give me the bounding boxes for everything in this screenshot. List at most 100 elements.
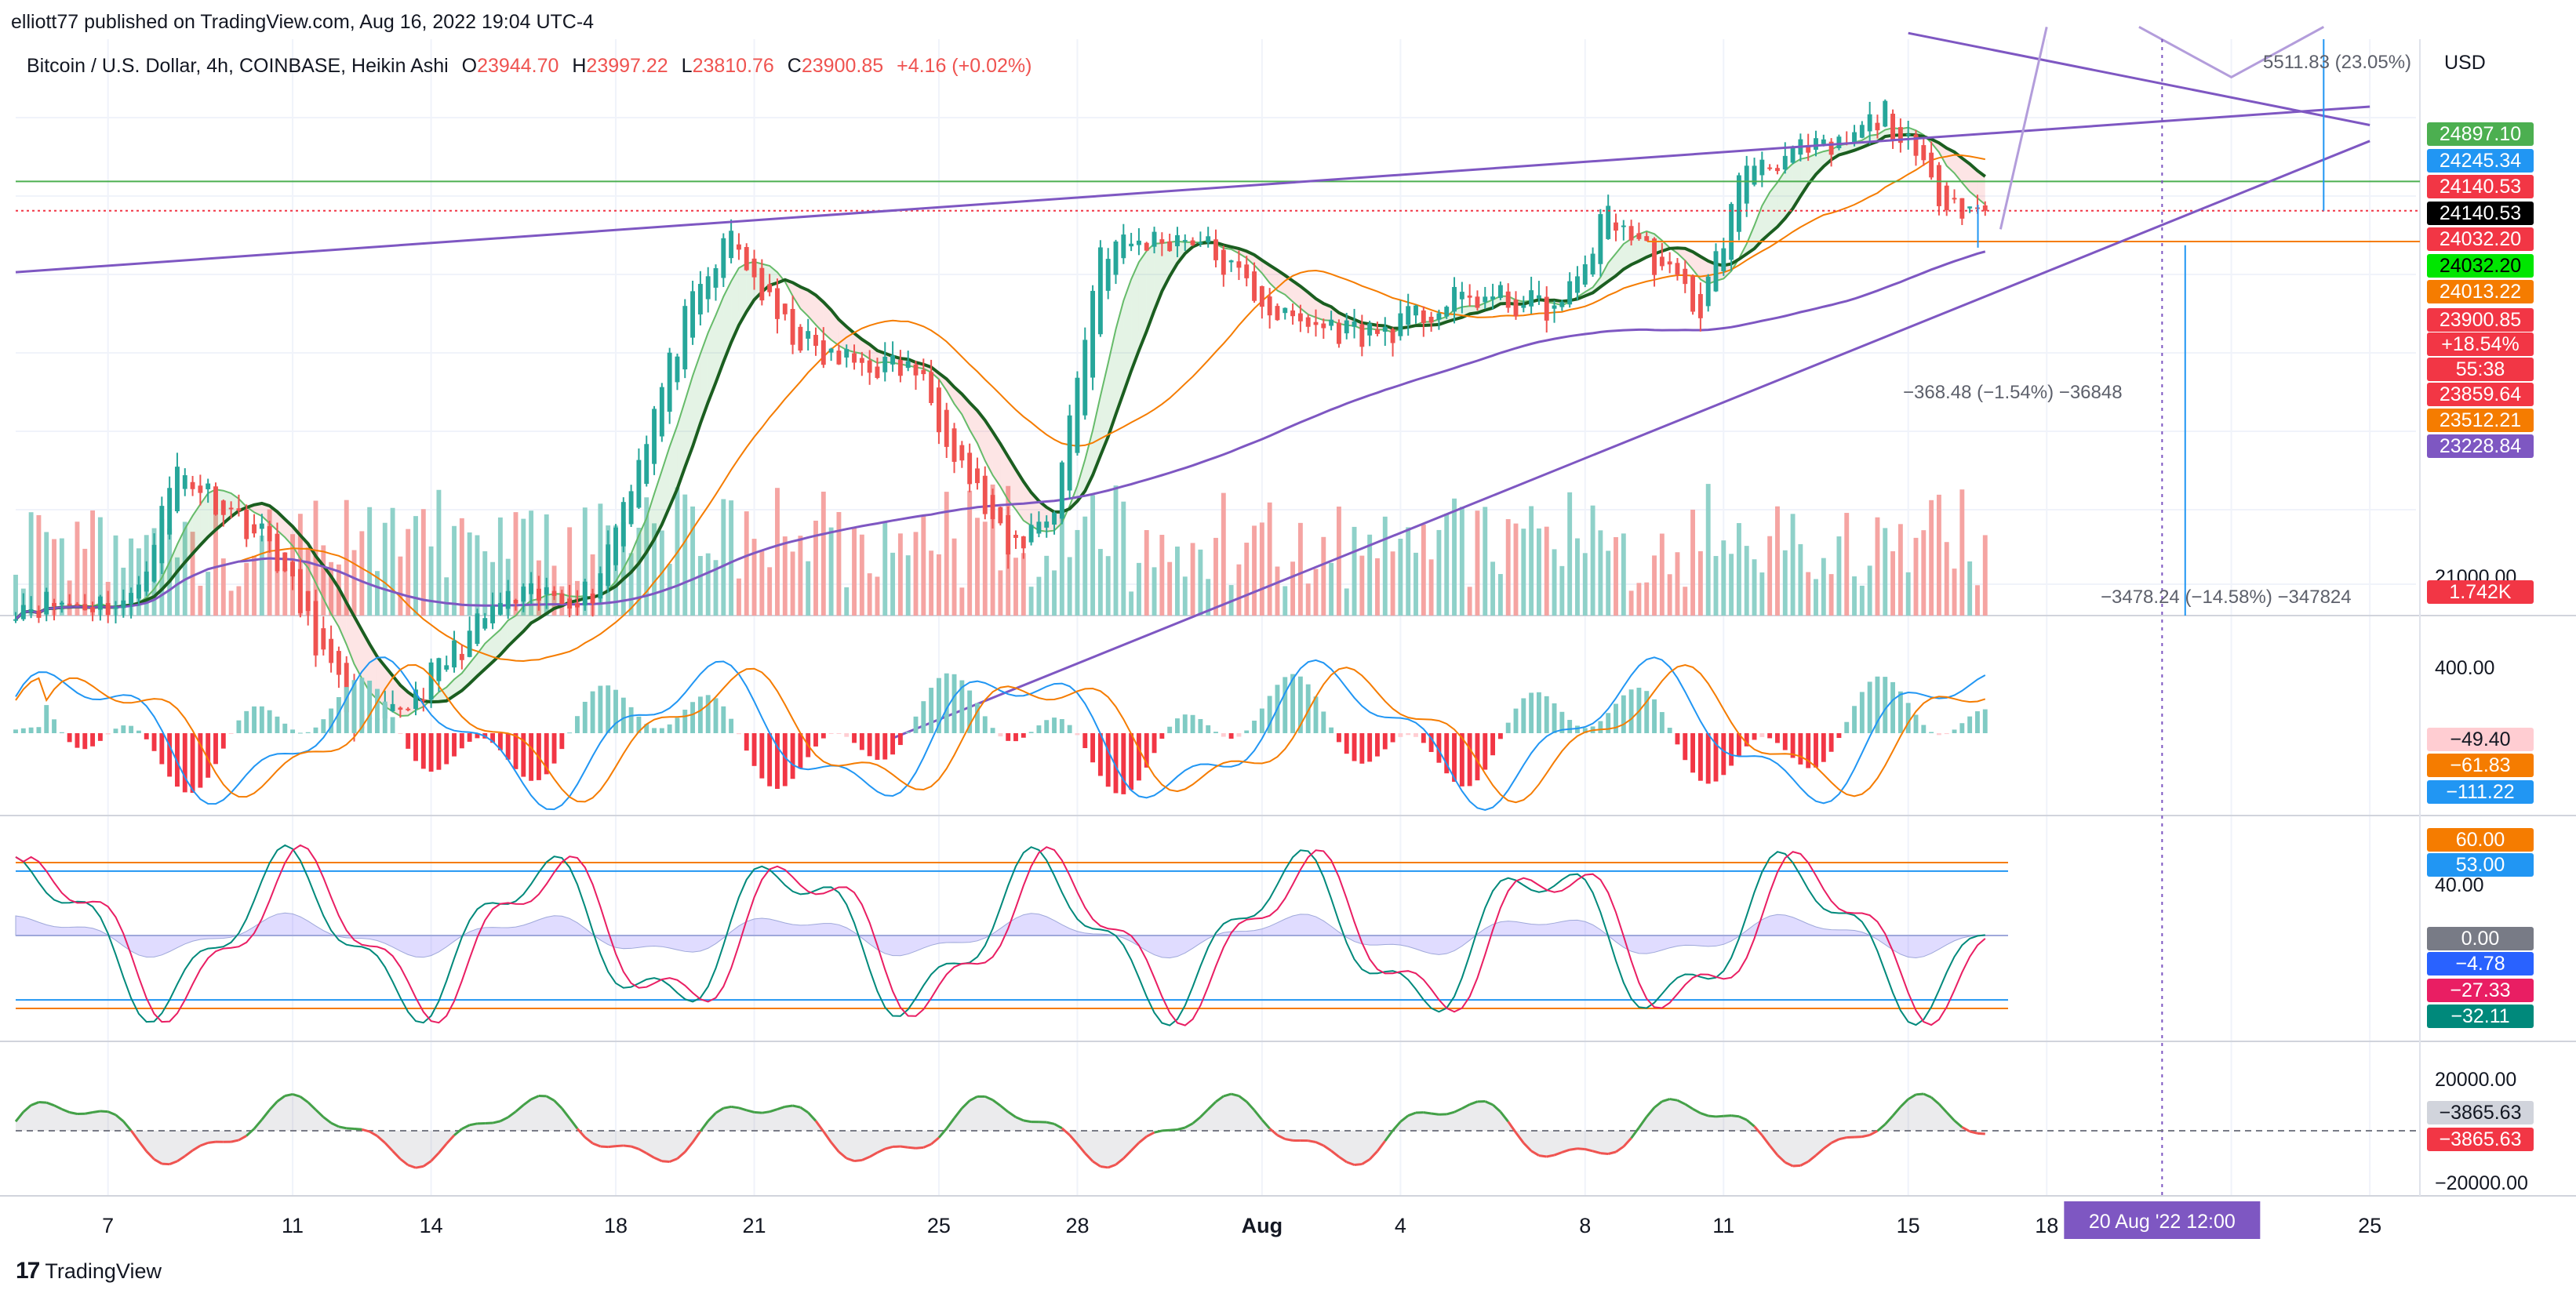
low-label: L bbox=[681, 55, 693, 77]
osc-line-segment bbox=[1276, 1134, 1286, 1140]
trendline-drawings[interactable] bbox=[15, 26, 2420, 1196]
macd-histogram-bar bbox=[859, 733, 864, 750]
currency-label[interactable]: USD bbox=[2444, 52, 2486, 74]
osc-line-segment bbox=[315, 1109, 325, 1118]
ma-cloud bbox=[962, 394, 970, 431]
candle-body bbox=[1313, 322, 1319, 325]
candle-body bbox=[1505, 291, 1511, 308]
volume-bar bbox=[820, 491, 826, 616]
osc-line-segment bbox=[1561, 1148, 1570, 1153]
candle-body bbox=[675, 356, 680, 383]
macd-histogram-bar bbox=[1190, 714, 1195, 733]
osc-line-segment bbox=[45, 1101, 55, 1107]
candle-body bbox=[1144, 242, 1149, 251]
candle-body bbox=[259, 523, 264, 529]
osc-line-segment bbox=[260, 1109, 271, 1121]
macd-histogram-bar bbox=[59, 732, 64, 733]
osc-line-segment bbox=[1654, 1100, 1663, 1109]
macd-histogram-bar bbox=[259, 706, 264, 733]
osc-line-segment bbox=[246, 1128, 256, 1137]
macd-histogram-bar bbox=[1852, 706, 1857, 733]
candle-body bbox=[497, 602, 503, 615]
osc-line-segment bbox=[669, 1157, 679, 1163]
osc-line-segment bbox=[1546, 1153, 1555, 1158]
osc-line-segment bbox=[707, 1112, 717, 1122]
osc-line-segment bbox=[1615, 1145, 1625, 1153]
macd-histogram-bar bbox=[1867, 681, 1872, 733]
volume-bar bbox=[1890, 550, 1896, 616]
osc-line-segment bbox=[276, 1095, 286, 1103]
time-tick-label: 18 bbox=[604, 1214, 628, 1237]
macd-histogram-bar bbox=[97, 733, 103, 741]
volume-bar bbox=[1344, 588, 1349, 616]
osc-line-segment bbox=[1785, 1161, 1794, 1168]
macd-histogram-bar bbox=[1297, 676, 1303, 733]
osc-line-segment bbox=[1554, 1151, 1563, 1157]
stoch-tick-label: 40.00 bbox=[2435, 874, 2484, 896]
macd-histogram-bar bbox=[1129, 733, 1134, 790]
candle-body bbox=[852, 353, 857, 363]
macd-histogram-bar bbox=[475, 733, 480, 739]
candle-body bbox=[275, 533, 280, 572]
candle-body bbox=[1636, 233, 1642, 239]
candle-body bbox=[336, 651, 341, 675]
candle-body bbox=[982, 475, 988, 514]
volume-bar bbox=[1690, 509, 1696, 616]
candle-body bbox=[697, 284, 703, 314]
volume-bar bbox=[206, 572, 211, 616]
macd-histogram-bar bbox=[459, 733, 464, 749]
osc-line-segment bbox=[631, 1145, 639, 1150]
volume-bar bbox=[1959, 489, 1965, 616]
volume-bar bbox=[775, 488, 780, 616]
macd-histogram-bar bbox=[1575, 725, 1580, 733]
ma-cloud bbox=[1623, 238, 1632, 270]
osc-line-segment bbox=[1446, 1110, 1455, 1116]
osc-line-segment bbox=[1723, 1114, 1732, 1117]
candle-body bbox=[1944, 185, 1949, 211]
price-badge: 55:38 bbox=[2456, 358, 2505, 380]
candle-body bbox=[575, 603, 580, 608]
candle-body bbox=[1244, 264, 1250, 278]
price-badge-bg bbox=[2427, 175, 2534, 198]
stoch-badge-bg bbox=[2427, 828, 2534, 852]
symbol-legend[interactable]: Bitcoin / U.S. Dollar, 4h, COINBASE, Hei… bbox=[27, 55, 1031, 78]
volume-bar bbox=[636, 527, 642, 616]
candle-body bbox=[490, 605, 496, 623]
candle-body bbox=[282, 552, 288, 572]
macd-histogram-bar bbox=[1059, 719, 1064, 733]
macd-histogram-bar bbox=[1483, 733, 1488, 770]
volume-bar bbox=[175, 557, 180, 616]
osc-line-segment bbox=[730, 1105, 740, 1110]
volume-bar bbox=[1105, 556, 1111, 616]
candle-body bbox=[1821, 139, 1826, 144]
stoch-badge-bg bbox=[2427, 927, 2534, 950]
price-badge: 24013.22 bbox=[2440, 281, 2521, 303]
ma-cloud bbox=[984, 420, 993, 476]
macd-histogram-bar bbox=[267, 710, 272, 733]
volume-bar bbox=[1675, 552, 1680, 616]
macd-histogram-bar bbox=[406, 733, 411, 749]
candle-body bbox=[305, 590, 311, 612]
osc-line-segment bbox=[100, 1110, 108, 1114]
macd-histogram-bar bbox=[497, 733, 503, 750]
candle-body bbox=[313, 601, 318, 656]
volume-bar bbox=[913, 532, 919, 616]
candle-body bbox=[329, 638, 334, 663]
candle-body bbox=[1936, 165, 1941, 206]
candle-body bbox=[1275, 306, 1280, 321]
ma-cloud bbox=[1138, 251, 1147, 351]
macd-histogram-bar bbox=[1536, 692, 1541, 733]
candle-body bbox=[182, 475, 187, 489]
candle-body bbox=[297, 569, 303, 613]
candle-body bbox=[420, 699, 426, 701]
macd-histogram-bar bbox=[875, 733, 880, 760]
osc-line-segment bbox=[1868, 1129, 1879, 1136]
volume-bar bbox=[459, 518, 464, 616]
volume-bar bbox=[1244, 543, 1250, 616]
brand-footer[interactable]: 17 TradingView bbox=[16, 1258, 162, 1284]
volume-bar bbox=[97, 517, 103, 616]
osc-line-segment bbox=[838, 1150, 848, 1160]
macd-histogram-bar bbox=[375, 688, 380, 733]
volume-bar bbox=[875, 576, 880, 616]
